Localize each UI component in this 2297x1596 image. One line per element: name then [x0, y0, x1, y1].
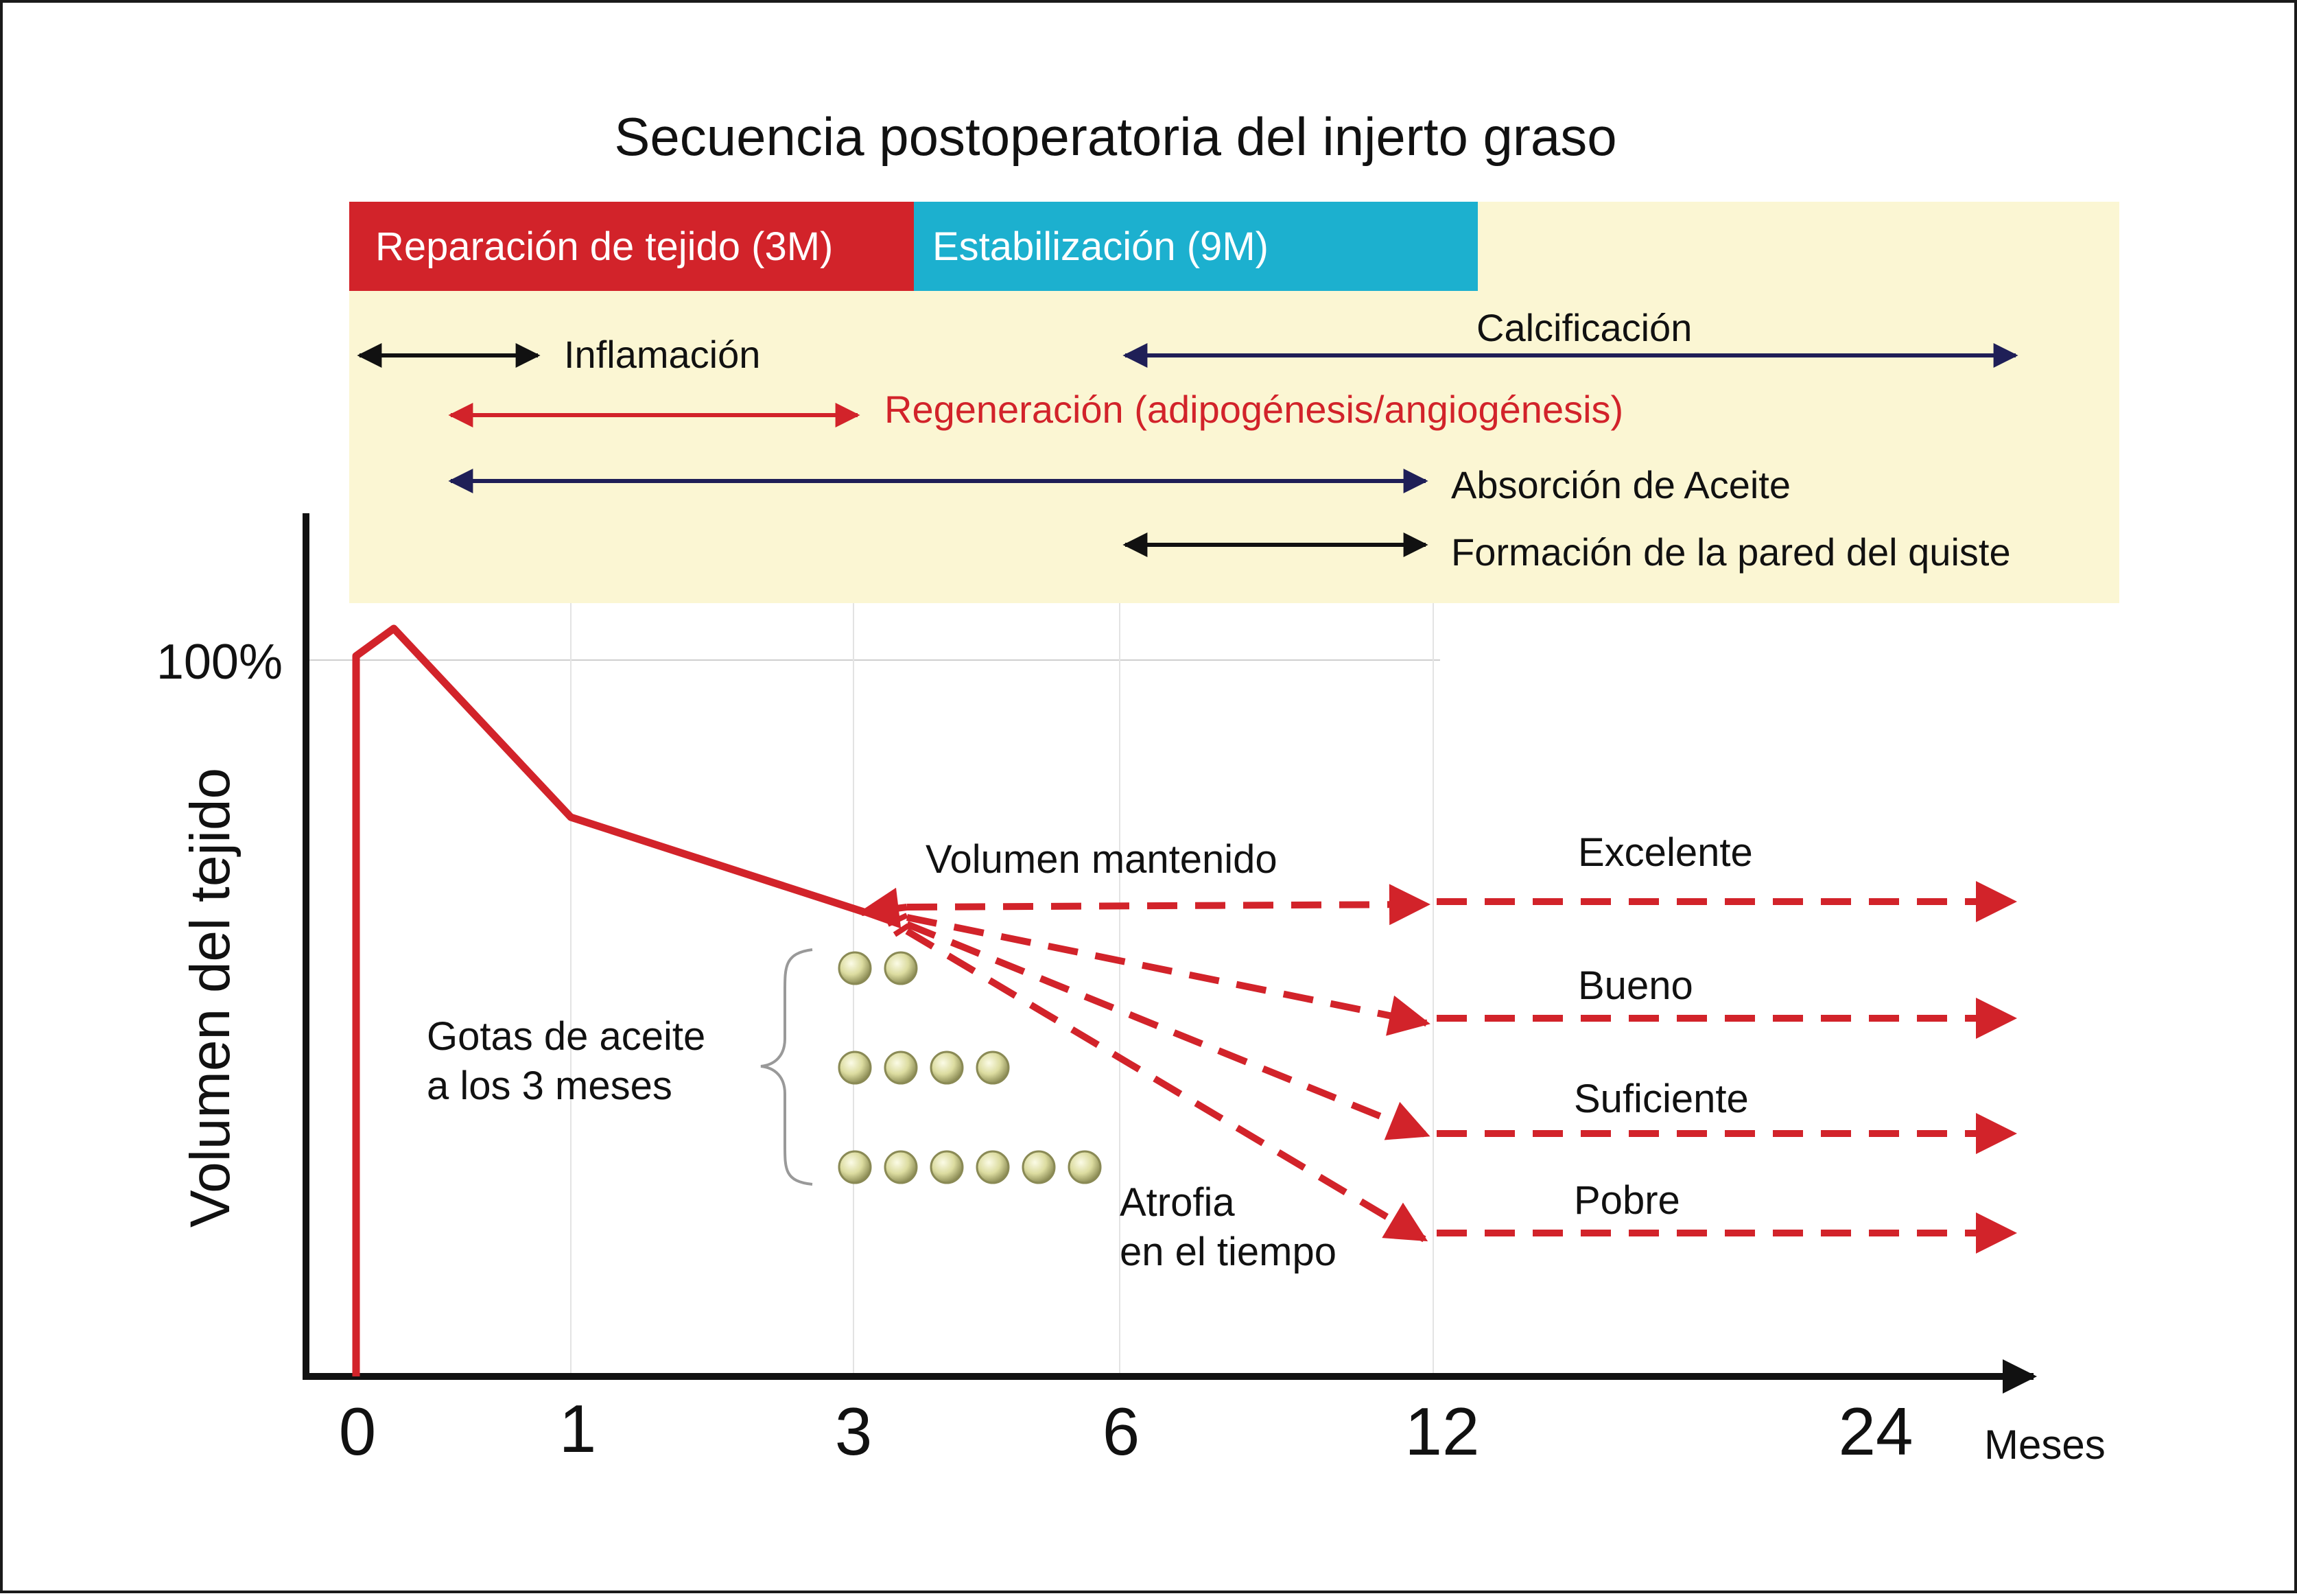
diagram-canvas: Secuencia postoperatoria del injerto gra…	[156, 106, 2119, 1469]
y-axis-tick-100: 100%	[156, 635, 283, 690]
outcome-label-sufficient: Suficiente	[1574, 1077, 1749, 1121]
dash-to-excellent	[906, 884, 1430, 926]
label-regeneration: Regeneración (adipogénesis/angiogénesis)	[884, 388, 1623, 431]
oil-droplet-icon	[1022, 1150, 1056, 1184]
x-tick-6: 6	[1103, 1394, 1140, 1469]
oil-droplet-icon	[838, 951, 872, 985]
oil-droplet-icon	[1068, 1150, 1102, 1184]
dash-to-good	[906, 914, 1430, 1036]
dash-spoke-b	[893, 923, 910, 937]
x-tick-24: 24	[1838, 1394, 1913, 1469]
x-tick-3: 3	[835, 1394, 873, 1469]
label-atrophy-line1: Atrofia	[1120, 1180, 1235, 1225]
label-oil-droplets-line1: Gotas de aceite	[427, 1014, 705, 1059]
label-cyst-wall: Formación de la pared del quiste	[1451, 530, 2011, 574]
label-atrophy-line2: en el tiempo	[1120, 1230, 1336, 1274]
figure-title: Secuencia postoperatoria del injerto gra…	[614, 106, 1616, 167]
oil-droplet-icon	[838, 1150, 872, 1184]
label-volume-maintained: Volumen mantenido	[926, 837, 1277, 882]
dash-to-sufficient	[906, 921, 1430, 1140]
dash-spoke-a	[886, 913, 908, 927]
phase-label-repair: Reparación de tejido (3M)	[375, 224, 833, 269]
dash-to-poor	[905, 928, 1428, 1243]
oil-droplet-icon	[976, 1150, 1010, 1184]
oil-droplet-icon	[976, 1051, 1010, 1085]
outcome-label-excellent: Excelente	[1578, 830, 1753, 875]
oil-droplet-icon	[884, 1051, 918, 1085]
y-axis-title: Volumen del tejido	[179, 768, 242, 1228]
volume-curve	[352, 624, 865, 1376]
label-calcification: Calcificación	[1476, 306, 1692, 349]
label-oil-absorption: Absorción de Aceite	[1451, 463, 1791, 506]
x-tick-0: 0	[339, 1394, 377, 1469]
oil-droplet-icon	[930, 1051, 964, 1085]
oil-droplet-icon	[884, 951, 918, 985]
oil-droplet-icon	[930, 1150, 964, 1184]
oil-droplets-group	[838, 951, 1102, 1184]
droplets-brace	[760, 948, 813, 1186]
outcome-label-good: Bueno	[1578, 963, 1693, 1008]
dash-back-to-curve	[858, 887, 908, 929]
x-tick-12: 12	[1404, 1394, 1479, 1469]
phase-bar-repair	[349, 202, 914, 291]
label-oil-droplets-line2: a los 3 meses	[427, 1064, 672, 1108]
oil-droplet-icon	[838, 1051, 872, 1085]
x-tick-1: 1	[559, 1391, 597, 1466]
x-axis-unit: Meses	[1984, 1422, 2106, 1468]
oil-droplet-icon	[884, 1150, 918, 1184]
outcome-label-poor: Pobre	[1574, 1178, 1680, 1223]
phase-label-stabilization: Estabilización (9M)	[932, 224, 1269, 269]
phase-bar-stabilization	[914, 202, 1478, 291]
label-inflammation: Inflamación	[564, 333, 760, 376]
